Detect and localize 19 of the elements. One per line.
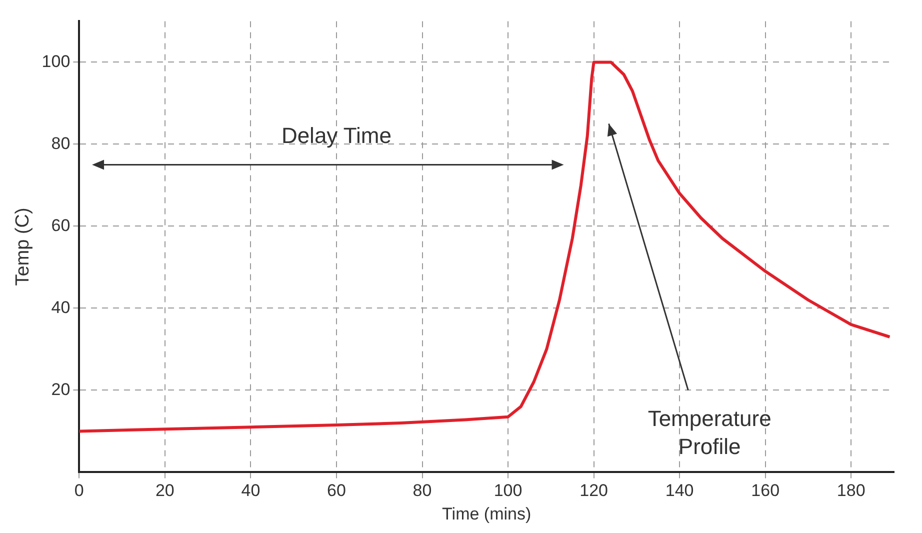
y-axis-title: Temp (C) — [12, 208, 34, 286]
x-tick-label: 100 — [494, 481, 522, 500]
y-tick-label: 20 — [51, 380, 70, 399]
y-tick-label: 60 — [51, 216, 70, 235]
annotation: Delay Time — [280, 122, 392, 150]
x-tick-label: 160 — [751, 481, 780, 500]
annotation: Temperature Profile — [646, 404, 772, 461]
y-tick-label: 40 — [51, 298, 70, 317]
x-tick-label: 20 — [155, 481, 174, 500]
x-tick-label: 180 — [836, 481, 866, 500]
x-axis-title: Time (mins) — [442, 504, 532, 524]
x-tick-label: 40 — [241, 481, 260, 500]
x-tick-label: 60 — [327, 481, 346, 500]
x-tick-label: 140 — [665, 481, 694, 500]
x-tick-label: 80 — [412, 481, 432, 500]
y-tick-label: 100 — [42, 52, 70, 71]
y-tick-label: 80 — [51, 134, 70, 153]
x-tick-label: 120 — [580, 481, 608, 500]
x-tick-label: 0 — [74, 481, 84, 500]
